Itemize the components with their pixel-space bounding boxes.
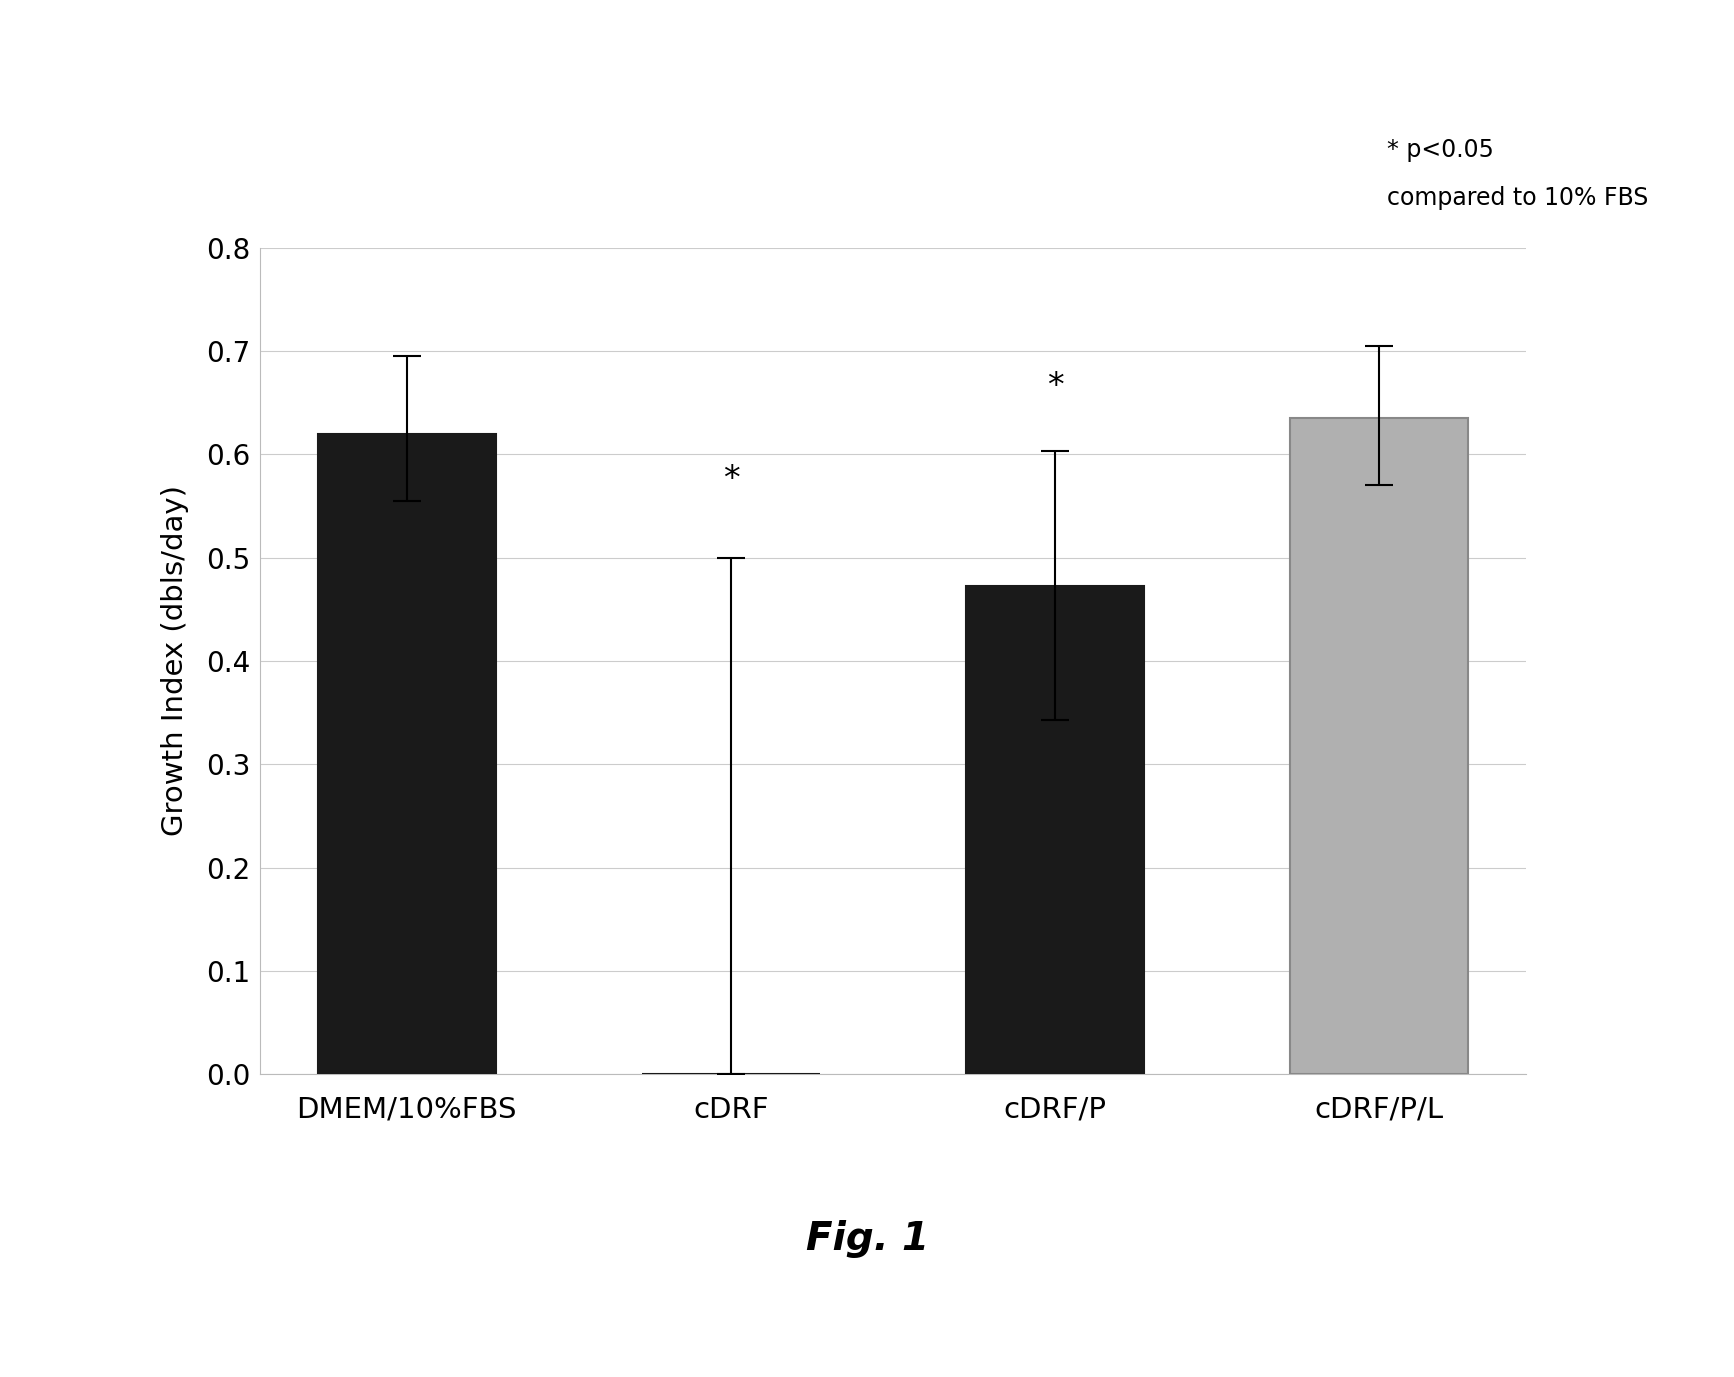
Bar bbox=[317, 434, 496, 1074]
Text: *: * bbox=[723, 463, 739, 496]
Y-axis label: Growth Index (dbls/day): Growth Index (dbls/day) bbox=[161, 486, 189, 836]
Text: *: * bbox=[1047, 370, 1063, 402]
Bar bbox=[1290, 419, 1469, 1074]
Text: * p<0.05: * p<0.05 bbox=[1387, 138, 1495, 161]
Text: compared to 10% FBS: compared to 10% FBS bbox=[1387, 186, 1649, 209]
Bar bbox=[966, 585, 1144, 1074]
Text: Fig. 1: Fig. 1 bbox=[806, 1220, 928, 1259]
